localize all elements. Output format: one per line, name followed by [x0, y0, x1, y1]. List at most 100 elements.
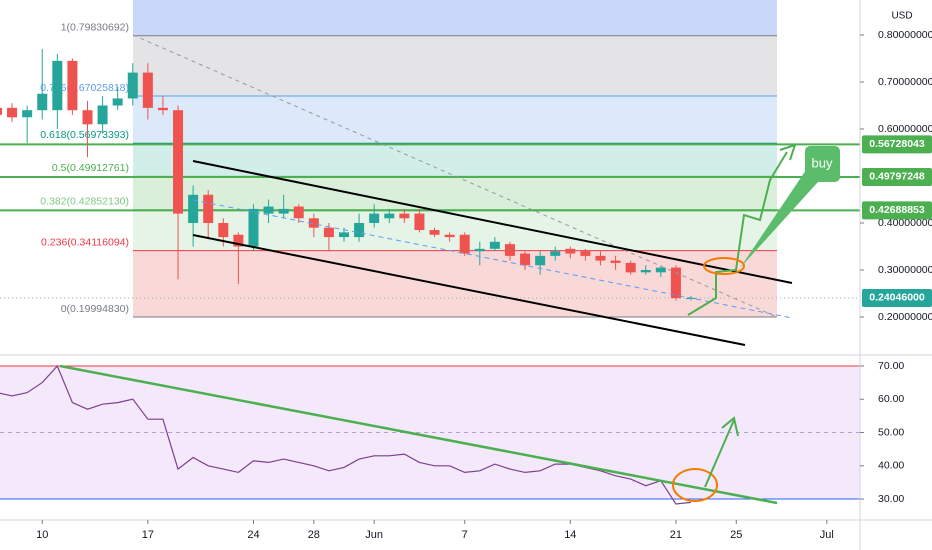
- candle-body: [384, 213, 395, 219]
- candle-body: [655, 267, 666, 273]
- x-tick-label: Jul: [820, 529, 834, 541]
- candle-body: [248, 208, 259, 247]
- candle-body: [414, 213, 425, 231]
- x-tick-label: Jun: [365, 529, 383, 541]
- x-tick-label: 24: [247, 529, 259, 541]
- callout-text: buy: [812, 155, 833, 170]
- fib-label: 0(0.19994830): [61, 303, 129, 315]
- candle-body: [610, 260, 621, 263]
- y-tick-label: 70.00: [878, 360, 904, 372]
- candle-body: [203, 194, 214, 223]
- channel-middle: [192, 199, 793, 319]
- x-tick-label: 25: [730, 529, 742, 541]
- highlight-ellipse: [703, 257, 745, 275]
- candle-body: [218, 222, 229, 238]
- currency-label: USD: [891, 11, 912, 22]
- candle-body: [263, 206, 274, 214]
- candle-body: [354, 222, 365, 238]
- drawings: buy: [59, 34, 840, 505]
- candle-body: [37, 93, 48, 111]
- y-tick-label: 0.40000000: [878, 217, 932, 229]
- y-tick-label: 60.00: [878, 393, 904, 405]
- fib-zone-top: [133, 0, 777, 36]
- candle-body: [444, 234, 455, 238]
- candle-body: [112, 98, 123, 106]
- y-tick-label: 0.20000000: [878, 311, 932, 323]
- x-tick-label: 17: [142, 529, 154, 541]
- y-tick-label: 30.00: [878, 493, 904, 505]
- candle-body: [308, 218, 319, 228]
- candle-body: [489, 241, 500, 249]
- candle-body: [580, 251, 591, 256]
- candle-body: [233, 234, 244, 247]
- fib-label: 0.786(0.67025818): [40, 82, 129, 94]
- price-level-badge: [862, 135, 932, 154]
- candle-body: [399, 213, 410, 219]
- candle-body: [474, 248, 485, 252]
- channel-lower: [192, 234, 746, 346]
- arrow-head: [779, 143, 797, 161]
- y-tick-label: 50.00: [878, 426, 904, 438]
- candle-body: [52, 60, 63, 111]
- candle-body: [67, 60, 78, 111]
- fib-label: 1(0.79830692): [61, 22, 129, 34]
- candle-layer: [0, 49, 697, 505]
- projection-arrow: [687, 151, 788, 316]
- fib-zone: [133, 35, 777, 96]
- candle-body: [278, 208, 289, 214]
- candle-body: [142, 72, 153, 108]
- price-level-label: 0.56728043: [869, 138, 925, 150]
- candle-body: [520, 253, 531, 266]
- fib-zone: [133, 95, 777, 144]
- y-tick-label: 0.30000000: [878, 264, 932, 276]
- fib-label: 0.618(0.56973393): [40, 129, 129, 141]
- fib-label: 0.5(0.49912761): [52, 162, 129, 174]
- y-tick-label: 40.00: [878, 460, 904, 472]
- candle-body: [22, 110, 33, 118]
- candle-body: [173, 110, 184, 214]
- dashed-diagonal: [132, 34, 778, 318]
- candle-body: [565, 248, 576, 254]
- candle-body: [157, 107, 168, 111]
- candle-body: [339, 232, 349, 238]
- fib-label: 0.382(0.42852130): [40, 195, 129, 207]
- candle-body: [535, 255, 546, 266]
- candle-body: [127, 72, 138, 99]
- candle-body: [293, 206, 304, 219]
- fib-zone: [133, 209, 777, 251]
- x-tick-label: 14: [564, 529, 576, 541]
- price-level-label: 0.24046000: [869, 292, 925, 304]
- candle-body: [459, 234, 470, 254]
- candle-body: [670, 267, 681, 299]
- price-level-badge: [862, 167, 932, 186]
- price-level-label: 0.49797248: [869, 171, 925, 183]
- price-level-badge: [862, 288, 932, 307]
- x-tick-label: 7: [462, 529, 468, 541]
- candle-body: [504, 244, 515, 256]
- background-layer: 1(0.79830692) 0.786(0.67025818) 0.618(0.56…: [0, 0, 860, 500]
- y-tick-label: 0.60000000: [878, 123, 932, 135]
- price-level-badge: [862, 201, 932, 220]
- candle-body: [625, 262, 636, 273]
- rsi-arrow-head: [721, 416, 739, 437]
- y-tick-label: 0.70000000: [878, 76, 932, 88]
- rsi-band: [0, 365, 860, 500]
- candle-body: [640, 269, 651, 273]
- x-tick-label: 21: [670, 529, 682, 541]
- rsi-arrow: [704, 419, 735, 488]
- y-tick-label: 0.80000000: [878, 29, 932, 41]
- candle-body: [188, 194, 199, 223]
- x-tick-label: 28: [308, 529, 320, 541]
- fib-label: 0.236(0.34116094): [41, 236, 129, 248]
- fib-zone: [133, 250, 777, 318]
- x-tick-label: 10: [36, 529, 48, 541]
- candle-body: [0, 107, 2, 115]
- candle-body: [369, 213, 380, 223]
- price-level-label: 0.42688853: [869, 204, 925, 216]
- candle-body: [82, 110, 93, 125]
- callout-box: [805, 146, 840, 182]
- rsi-ellipse: [672, 468, 718, 502]
- candle-body: [323, 227, 334, 238]
